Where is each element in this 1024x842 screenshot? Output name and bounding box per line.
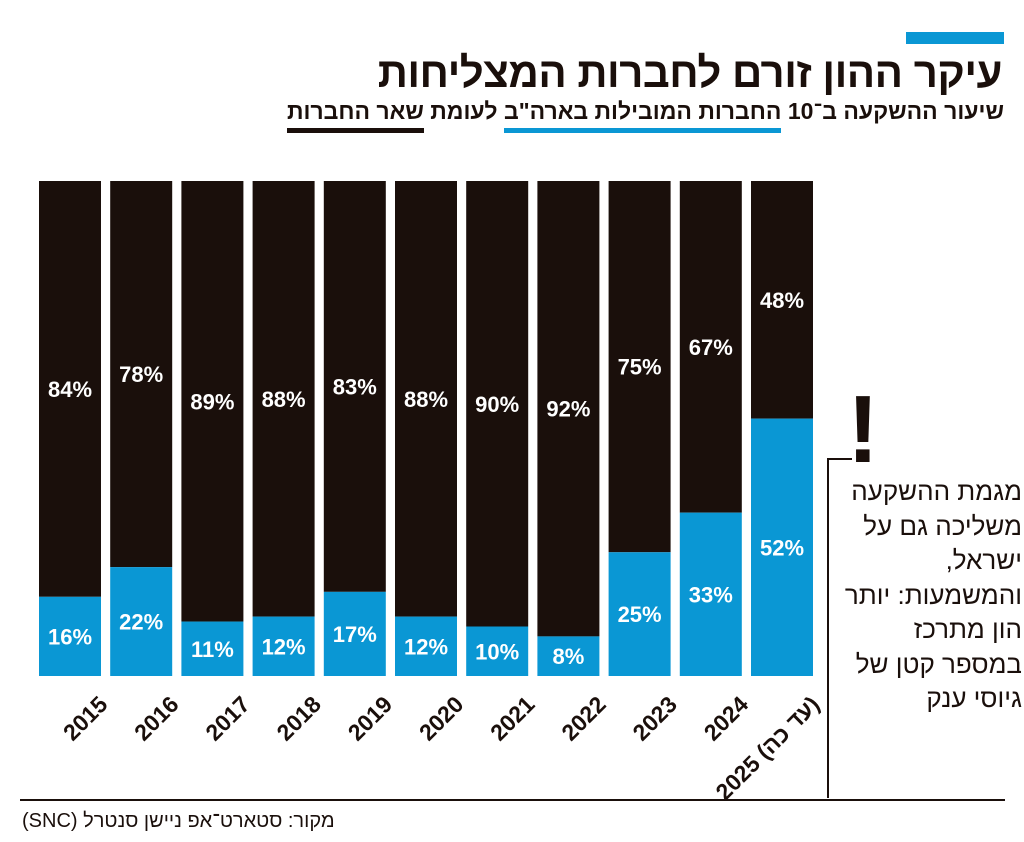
label-top10-10: 52%	[760, 535, 804, 560]
label-top10-5: 12%	[404, 634, 448, 659]
legend-rest-label: שאר החברות	[286, 98, 424, 133]
label-rest-1: 78%	[119, 362, 163, 387]
label-rest-8: 75%	[618, 355, 662, 380]
accent-bar	[906, 32, 1004, 44]
label-rest-4: 83%	[333, 374, 377, 399]
bar-top10-7	[537, 636, 600, 676]
annotation-text: מגמת ההשקעה משליכה גם על ישראל, והמשמעות…	[844, 476, 1022, 713]
bar-rest-0	[39, 181, 101, 597]
tick-label-4: 2019	[343, 691, 398, 746]
label-top10-4: 17%	[333, 622, 377, 647]
bar-top10-1	[110, 567, 173, 676]
bar-top10-3	[252, 616, 315, 676]
label-rest-10: 48%	[760, 288, 804, 313]
label-top10-1: 22%	[119, 610, 163, 635]
label-top10-9: 33%	[689, 582, 733, 607]
label-top10-7: 8%	[553, 644, 585, 669]
tick-label-1: 2016	[129, 691, 184, 746]
bar-rest-5	[395, 181, 457, 617]
exclamation-icon: !	[847, 376, 879, 483]
label-top10-2: 11%	[191, 637, 234, 662]
label-rest-2: 89%	[190, 389, 234, 414]
tick-label-8: 2023	[627, 691, 682, 746]
bar-rest-2	[181, 181, 244, 622]
bar-rest-6	[466, 181, 529, 627]
label-rest-7: 92%	[546, 397, 590, 422]
label-top10-8: 25%	[618, 602, 662, 627]
bottom-rule	[20, 799, 1005, 801]
bar-top10-5	[395, 616, 457, 676]
bar-top10-8	[608, 552, 671, 676]
annotation-bracket-horizontal	[827, 458, 852, 460]
tick-label-7: 2022	[556, 691, 611, 746]
tick-label-9: 2024	[699, 691, 754, 746]
label-rest-3: 88%	[262, 387, 306, 412]
bar-top10-4	[323, 591, 386, 676]
label-top10-6: 10%	[475, 639, 519, 664]
annotation-bracket-vertical	[827, 458, 829, 798]
legend-top10-label: החברות המובילות בארה"ב	[503, 98, 782, 133]
bar-rest-3	[252, 181, 315, 617]
bar-top10-2	[181, 621, 244, 676]
tick-label-5: 2020	[414, 691, 469, 746]
subtitle-text: שיעור ההשקעה ב־10	[781, 98, 1004, 124]
bar-rest-8	[608, 181, 671, 553]
label-rest-9: 67%	[689, 335, 733, 360]
label-top10-3: 12%	[262, 634, 306, 659]
label-rest-6: 90%	[475, 392, 519, 417]
bar-top10-10	[751, 418, 813, 676]
bar-rest-1	[110, 181, 173, 568]
chart-subtitle: שיעור ההשקעה ב־10 החברות המובילות בארה"ב…	[286, 98, 1004, 133]
label-rest-5: 88%	[404, 387, 448, 412]
tick-label-3: 2018	[271, 691, 326, 746]
bar-rest-9	[679, 181, 742, 513]
subtitle-connector: לעומת	[423, 98, 504, 124]
tick-label-2: 2017	[200, 691, 255, 746]
label-top10-0: 16%	[48, 624, 92, 649]
tick-label-6: 2021	[485, 691, 540, 746]
bar-rest-4	[323, 181, 386, 592]
source-note: מקור: סטארט־אפ ניישן סנטרל (SNC)	[22, 810, 335, 832]
bar-rest-7	[537, 181, 600, 637]
label-rest-0: 84%	[48, 377, 92, 402]
bar-top10-6	[466, 626, 529, 676]
bar-rest-10	[751, 181, 813, 419]
bar-top10-9	[679, 512, 742, 676]
chart-title: עיקר ההון זורם לחברות המצליחות	[377, 49, 1003, 96]
tick-label-0: 2015	[58, 691, 113, 746]
bar-top10-0	[39, 596, 101, 676]
